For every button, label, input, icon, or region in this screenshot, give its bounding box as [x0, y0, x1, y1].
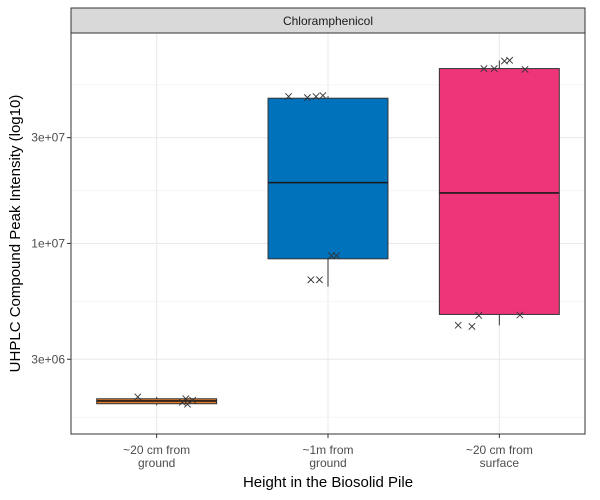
y-axis: 3e+06 1e+07 3e+07 [31, 131, 71, 366]
x-axis: ~20 cm from ground~1m from ground~20 cm fr… [123, 434, 533, 470]
x-tick-label-line: surface [480, 456, 520, 470]
data-point-stroke [516, 311, 524, 319]
data-point [327, 252, 335, 260]
data-point [307, 276, 315, 284]
y-tick-label: 1e+07 [31, 236, 65, 250]
data-point [506, 56, 514, 64]
data-point-stroke [307, 276, 315, 284]
data-point-stroke [134, 393, 142, 401]
data-point-stroke [454, 321, 462, 329]
facet-strip-background [70, 7, 586, 34]
box-body [267, 97, 389, 260]
data-point [134, 393, 142, 401]
data-point [178, 398, 186, 406]
data-point [303, 94, 311, 102]
x-tick-label-line: ground [138, 456, 175, 470]
box [96, 396, 218, 406]
y-tick-label: 3e+06 [31, 352, 65, 366]
data-point [333, 252, 341, 260]
x-tick-label: ~1m from ground [302, 443, 353, 470]
data-points [134, 56, 529, 408]
data-point [468, 322, 476, 330]
data-point-stroke [480, 65, 488, 73]
plot-panel [70, 32, 586, 435]
data-point [319, 91, 327, 99]
x-tick-label-line: ~1m from [302, 443, 353, 457]
data-point [312, 93, 320, 101]
data-point [454, 321, 462, 329]
data-point [285, 93, 293, 101]
data-point-stroke [178, 398, 186, 406]
data-point-stroke [285, 93, 293, 101]
data-point [521, 65, 529, 73]
x-tick-label-line: ~20 cm from [466, 443, 533, 457]
data-point-stroke [506, 56, 514, 64]
x-tick-label-line: ground [309, 456, 346, 470]
x-axis-title: Height in the Biosolid Pile [243, 474, 413, 491]
data-point-stroke [315, 276, 323, 284]
data-point-stroke [327, 252, 335, 260]
data-point [315, 276, 323, 284]
data-point-stroke [189, 396, 197, 404]
data-point-stroke [521, 65, 529, 73]
data-point-stroke [490, 65, 498, 73]
data-point [516, 311, 524, 319]
data-point [475, 311, 483, 319]
x-tick-label: ~20 cm from surface [466, 443, 533, 470]
box [267, 96, 389, 287]
x-tick-label: ~20 cm from ground [123, 443, 190, 470]
box-body [438, 68, 560, 315]
data-point-stroke [303, 94, 311, 102]
data-point [189, 396, 197, 404]
data-point [490, 65, 498, 73]
data-point-stroke [333, 252, 341, 260]
data-point-stroke [500, 57, 508, 65]
facet-strip: Chloramphenicol [70, 7, 586, 34]
boxes [96, 60, 560, 406]
data-point-stroke [319, 91, 327, 99]
data-point-stroke [183, 400, 192, 408]
data-point [480, 65, 488, 73]
data-point-stroke [475, 311, 483, 319]
box [438, 60, 560, 326]
data-point-stroke [312, 93, 320, 101]
y-axis-title: UHPLC Compound Peak Intensity (log10) [7, 95, 24, 373]
y-tick-label: 3e+07 [31, 131, 65, 145]
data-point [183, 400, 192, 408]
facet-label: Chloramphenicol [283, 14, 373, 28]
x-tick-label-line: ~20 cm from [123, 443, 190, 457]
data-point-stroke [468, 322, 476, 330]
